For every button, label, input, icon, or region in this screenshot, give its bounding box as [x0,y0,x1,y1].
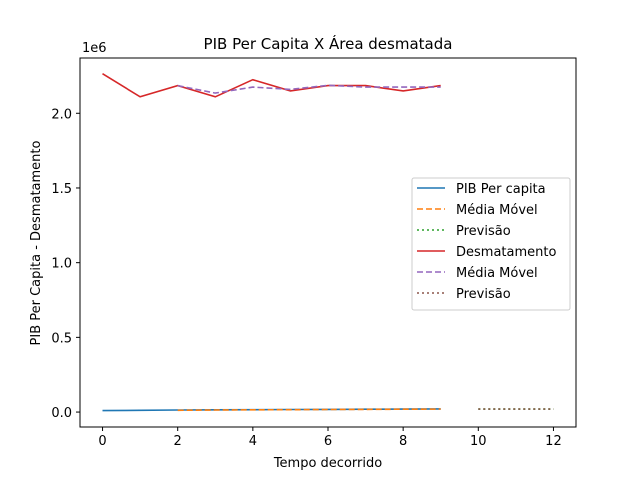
x-tick-label: 0 [98,434,106,449]
x-tick-label: 10 [470,434,487,449]
legend-label-4: Desmatamento [456,245,556,260]
x-tick-label: 2 [174,434,182,449]
y-tick-label: 0.0 [51,406,72,421]
x-tick-label: 8 [399,434,407,449]
y-tick-label: 2.0 [51,107,72,122]
y-axis-label: PIB Per Capita - Desmatamento [29,140,44,345]
series-line-5 [177,84,441,94]
series-layer [102,73,554,412]
legend-label-2: Média Móvel [456,203,538,218]
y-tick-label: 1.0 [51,257,72,272]
series-line-2 [177,408,441,412]
legend-label-6: Previsão [456,287,511,302]
legend: PIB Per capita Média Móvel Previsão Desmata… [411,177,571,311]
x-tick-label: 12 [545,434,562,449]
legend-label-3: Previsão [456,224,511,239]
y-axis-offset-text: 1e6 [82,41,107,56]
legend-label-1: PIB Per capita [456,182,546,197]
x-tick-label: 6 [324,434,332,449]
legend-box [411,177,571,311]
x-tick-label: 4 [249,434,257,449]
legend-label-5: Média Móvel [456,266,538,281]
y-tick-label: 1.5 [51,182,72,197]
y-tick-label: 0.5 [51,331,72,346]
x-axis-label: Tempo decorrido [273,456,382,471]
chart-title: PIB Per Capita X Área desmatada [204,34,453,53]
ticks-layer: 0 2 4 6 8 10 12 0.0 0.5 1.0 1.5 2.0 [51,107,561,449]
series-line-4 [102,73,441,98]
